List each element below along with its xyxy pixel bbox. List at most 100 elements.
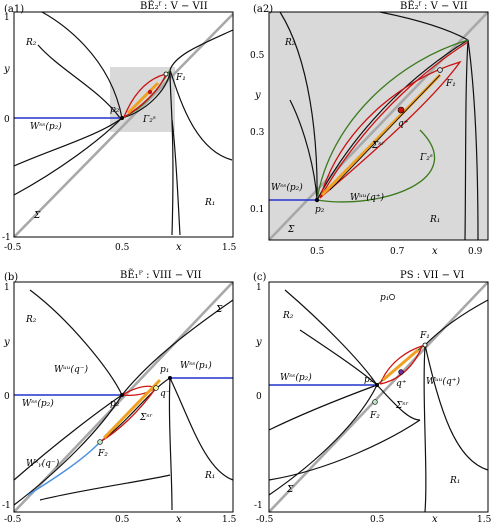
region-label: R₂	[25, 315, 37, 325]
region-label: R₁	[429, 215, 440, 225]
p2-point	[120, 393, 124, 397]
y-tick: 0	[4, 115, 10, 125]
x-tick: 1.5	[477, 515, 492, 525]
x-tick: 0.5	[115, 515, 130, 525]
orbit	[121, 299, 234, 396]
y-tick: -1	[254, 501, 263, 511]
orbit	[169, 377, 234, 481]
panel-c: (c) PS : VII − VI 1 y 0 -1 -0.5 0.5 x 1.…	[253, 270, 492, 525]
sigma-sr-line	[329, 74, 441, 191]
f2-point	[97, 439, 103, 445]
y-tick: 1	[4, 283, 10, 293]
ws-q-manifold	[27, 441, 101, 496]
y-tick: -1	[2, 233, 11, 243]
f1-point	[422, 342, 428, 348]
y-axis-label: y	[3, 337, 10, 348]
p2-point	[314, 197, 320, 203]
orbit	[268, 384, 378, 431]
sigma-label: Σ	[215, 305, 223, 315]
y-tick: 0	[4, 392, 10, 402]
orbit	[268, 419, 421, 481]
y-tick: 0.5	[250, 51, 265, 61]
annotation: Wˢˢ(p₂)	[22, 398, 54, 409]
y-tick: 0.1	[250, 205, 264, 215]
annotation: q⁺	[396, 379, 407, 389]
orbit	[376, 384, 421, 421]
f2-point	[372, 399, 378, 405]
annotation: F₁	[175, 73, 186, 83]
region-label: R₂	[284, 38, 296, 48]
periodic-orbit	[319, 60, 462, 199]
annotation: Wˢᵧ(q⁻)	[26, 458, 60, 469]
switching-line	[268, 281, 489, 513]
annotation: Wᵘᵘ(q⁺)	[426, 376, 460, 387]
annotation: Wˢˢ(p₁)	[180, 360, 212, 371]
panel-b: (b) BẼ₁ᴾ : VIII − VII 1 y 0 -1 -0.5 0.5…	[2, 269, 237, 525]
panel-label: (a2)	[253, 4, 273, 15]
x-tick: -0.5	[4, 515, 22, 525]
annotation: Σˢʳ	[395, 401, 409, 411]
axes-frame	[268, 281, 489, 513]
orbit	[171, 119, 181, 236]
annotation: Wˢˢ(p₂)	[30, 121, 62, 132]
orbit	[13, 394, 123, 506]
panel-label: (b)	[4, 272, 18, 283]
orbit	[379, 11, 469, 41]
panel-a2: (a2) BẼ₂ᶠ : V − VII 0.5 y 0.3 0.1 0.5 0…	[250, 0, 489, 257]
y-tick: 0.3	[250, 128, 265, 138]
annotation: Wˢˢ(p₂)	[271, 182, 303, 193]
region-label: R₂	[25, 38, 37, 48]
annotation: q⁻	[160, 389, 171, 399]
orbit	[284, 289, 378, 386]
q-plus-point	[397, 106, 405, 114]
panel-title: BẼ₂ᶠ : V − VII	[400, 0, 468, 12]
orbit	[424, 299, 489, 346]
orbit	[13, 117, 123, 196]
panel-label: (c)	[253, 272, 267, 283]
switching-line	[13, 13, 234, 238]
annotation: p₂	[110, 399, 120, 409]
p2-point	[375, 383, 379, 387]
wuu-q-manifold	[319, 41, 469, 199]
sliding-segment	[126, 81, 160, 115]
q-point	[147, 89, 153, 95]
annotation: Σˢʳ	[139, 413, 153, 423]
q-plus-point	[398, 369, 404, 375]
panel-title: BẼ₂ᶠ : V − VII	[140, 0, 208, 12]
panel-title: PS : VII − VI	[400, 270, 464, 281]
x-tick: 0.5	[370, 515, 385, 525]
axes-frame	[268, 11, 489, 241]
orbit	[424, 344, 489, 471]
y-axis-label: y	[255, 337, 262, 348]
y-tick: -1	[2, 501, 11, 511]
orbit	[39, 474, 171, 501]
annotation: F₂	[369, 411, 380, 421]
sigma-label: Σ	[286, 485, 294, 495]
annotation: p₁	[380, 293, 389, 303]
annotation: Wᵘᵘ(q⁺)	[350, 192, 384, 203]
axes-frame	[13, 281, 234, 513]
orbit	[37, 44, 121, 119]
f1-point	[163, 71, 169, 77]
y-tick: 0	[256, 392, 262, 402]
annotation: p₂	[315, 205, 325, 215]
region-label: R₁	[449, 476, 460, 486]
x-axis-label: x	[432, 514, 438, 525]
orbit	[41, 11, 123, 119]
gamma2-orbit	[316, 39, 469, 201]
x-tick: 1.5	[222, 515, 237, 525]
annotation: Γ₂ˢ	[419, 153, 433, 163]
panel-a1: (a1) BẼ₂ᶠ : V − VII 1 y 0 -1 -0.5 0.5 x…	[2, 0, 237, 253]
annotation: p₂	[110, 105, 120, 115]
x-tick: -0.5	[4, 243, 22, 253]
x-tick: 0.7	[390, 247, 405, 257]
annotation: p₁	[160, 365, 169, 375]
annotation: Wᵘᵘ(q⁻)	[54, 364, 88, 375]
orbit	[268, 384, 378, 496]
p1-point	[168, 376, 172, 380]
region-label: R₁	[204, 198, 215, 208]
orbit	[467, 39, 479, 241]
annotation: Wˢˢ(p₂)	[280, 372, 312, 383]
x-axis-label: x	[176, 242, 182, 253]
